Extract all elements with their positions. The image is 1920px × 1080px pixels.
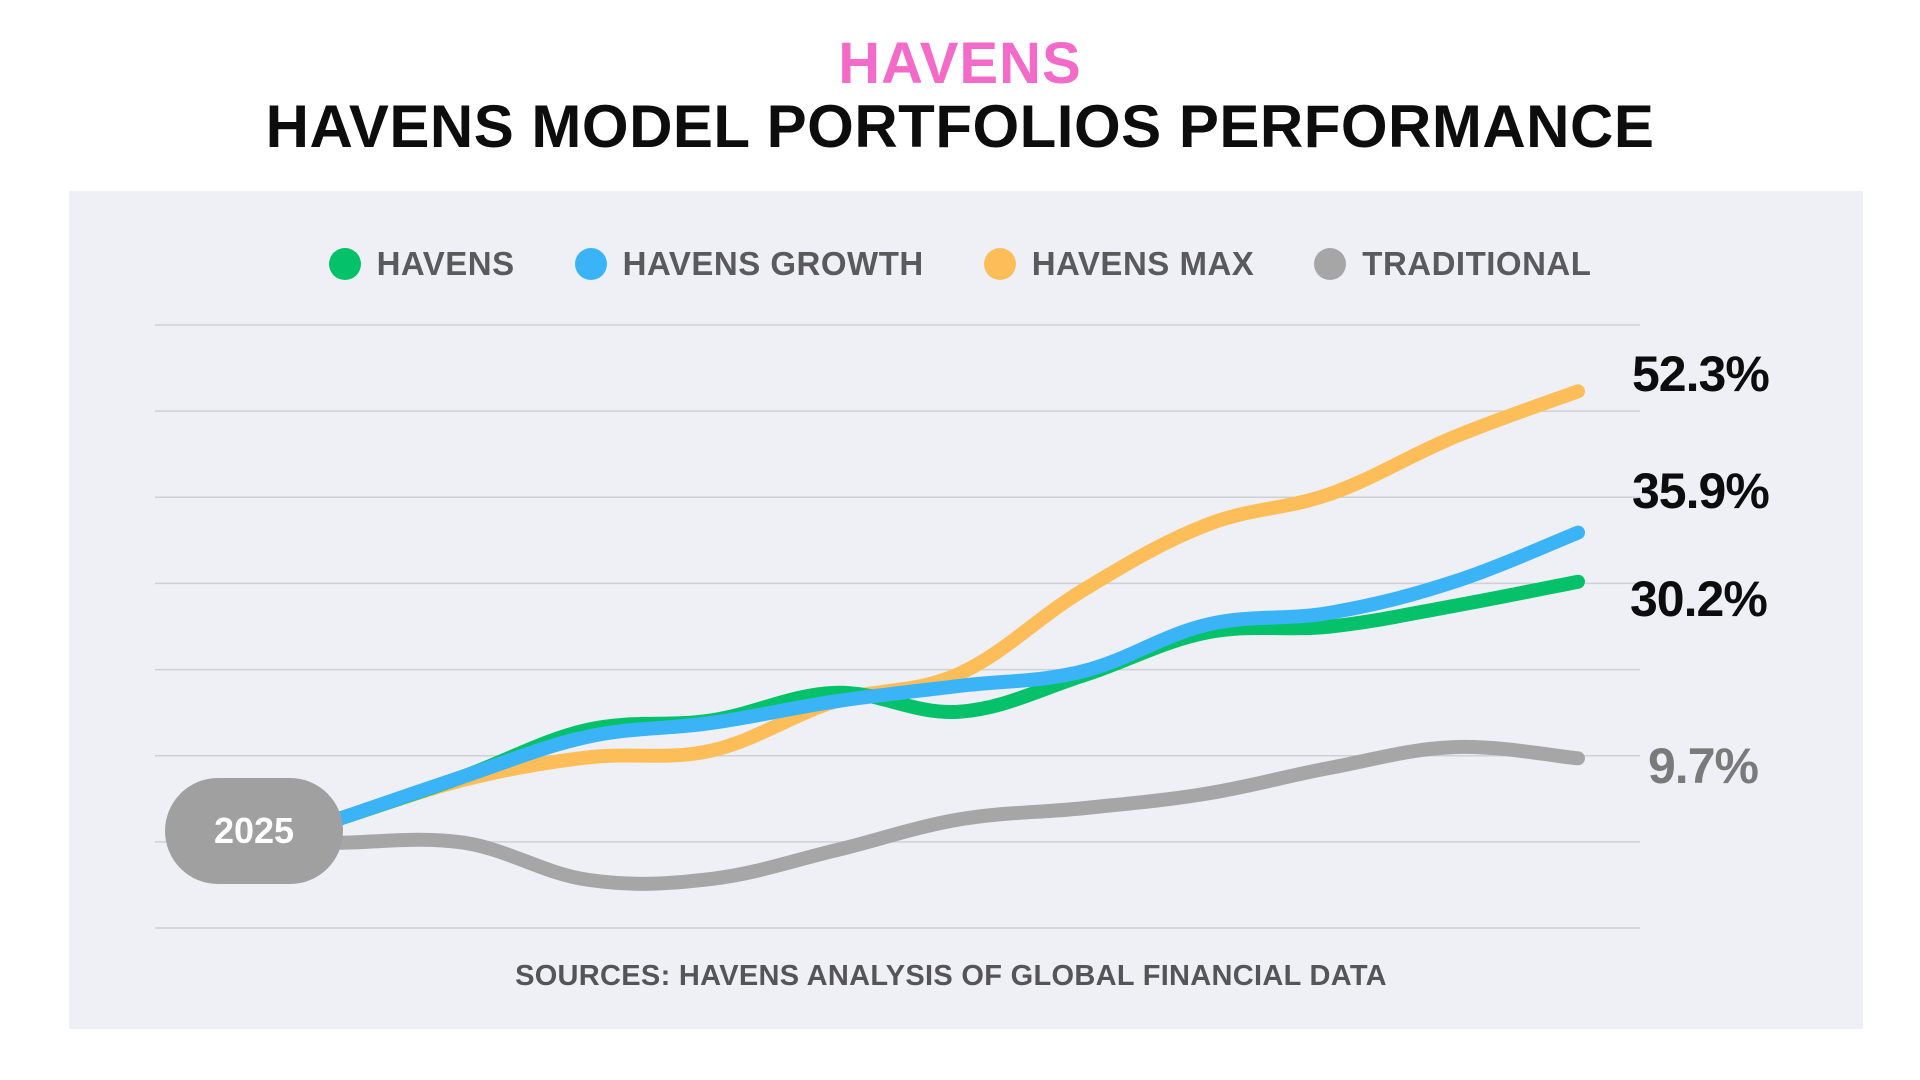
- chart-panel: [69, 191, 1863, 1029]
- chart-title: HAVENS MODEL PORTFOLIOS PERFORMANCE: [265, 93, 1655, 160]
- legend-dot-traditional: [1314, 248, 1347, 280]
- legend-item-havens-max: HAVENS MAX: [983, 245, 1255, 283]
- legend-dot-havens-max: [983, 248, 1016, 280]
- end-label-havens-growth: 35.9%: [1632, 463, 1770, 519]
- legend-item-traditional: TRADITIONAL: [1314, 245, 1591, 283]
- brand-title: HAVENS: [838, 31, 1082, 96]
- start-year-badge: 2025: [165, 778, 343, 884]
- source-note: SOURCES: HAVENS ANALYSIS OF GLOBAL FINAN…: [515, 960, 1387, 992]
- end-label-havens-max: 52.3%: [1632, 346, 1770, 402]
- series-line-havens-growth: [333, 525, 1585, 826]
- legend-dot-havens: [328, 248, 361, 280]
- series-line-traditional: [273, 739, 1585, 891]
- legend-item-havens: HAVENS: [328, 245, 515, 283]
- legend-label-havens-growth: HAVENS GROWTH: [622, 245, 924, 282]
- series-line-havens-max: [333, 384, 1585, 826]
- legend-item-havens-growth: HAVENS GROWTH: [574, 245, 924, 283]
- legend-label-traditional: TRADITIONAL: [1362, 245, 1592, 282]
- legend-label-havens: HAVENS: [376, 245, 515, 282]
- series-line-havens: [333, 574, 1585, 826]
- chart-legend: HAVENS HAVENS GROWTH HAVENS MAX TRADITIO…: [0, 245, 1920, 283]
- end-label-traditional: 9.7%: [1648, 738, 1759, 794]
- legend-label-havens-max: HAVENS MAX: [1031, 245, 1255, 282]
- end-label-havens: 30.2%: [1630, 571, 1768, 627]
- legend-dot-havens-growth: [574, 248, 607, 280]
